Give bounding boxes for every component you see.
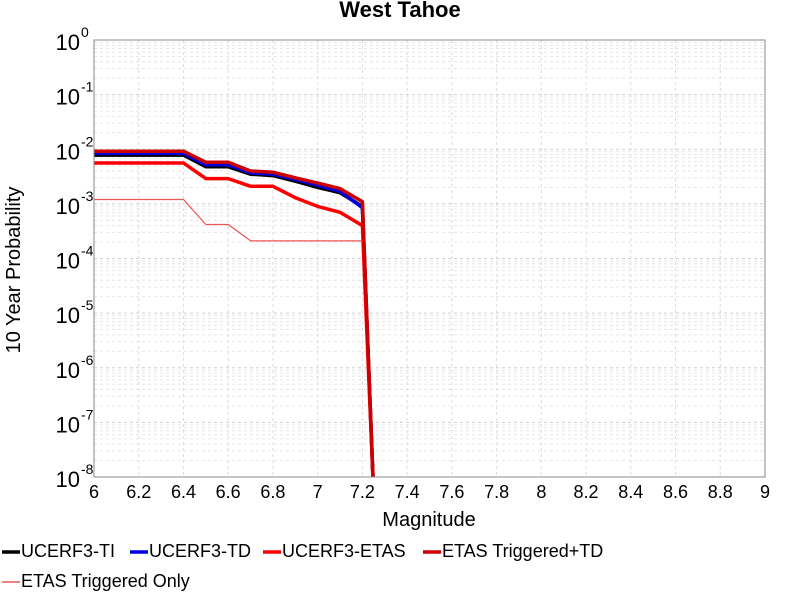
x-tick-label: 7.8 <box>484 482 509 502</box>
series-line-ucerf3-etas <box>94 161 375 477</box>
y-tick-exponent: -2 <box>81 133 94 149</box>
x-tick-label: 8 <box>536 482 546 502</box>
y-tick-label: 10 -1 <box>56 79 94 110</box>
y-tick-base: 10 <box>56 85 80 110</box>
legend: UCERF3-TI UCERF3-TD UCERF3-ETAS ETAS Trigge… <box>2 541 603 591</box>
x-axis-label: Magnitude <box>382 509 475 531</box>
x-tick-label: 7 <box>313 482 323 502</box>
y-tick-base: 10 <box>56 249 80 274</box>
y-tick-label: 10 -2 <box>56 133 94 164</box>
legend-item: ETAS Triggered+TD <box>423 541 603 561</box>
x-tick-label: 6.6 <box>216 482 241 502</box>
x-tick-label: 7.6 <box>439 482 464 502</box>
y-tick-base: 10 <box>56 358 80 383</box>
y-tick-base: 10 <box>56 412 80 437</box>
y-tick-exponent: -8 <box>81 461 94 477</box>
x-tick-labels: 6 6.2 6.4 6.6 6.8 7 7.2 7.4 7.6 7.8 8 8.2 8.4 8.6 8.8 9 <box>89 482 770 502</box>
legend-label: ETAS Triggered+TD <box>442 541 603 561</box>
y-tick-base: 10 <box>56 303 80 328</box>
series-line-etas-triggered-only <box>94 198 363 242</box>
y-tick-label: 10 -3 <box>56 188 94 219</box>
y-tick-label: 10 -8 <box>56 461 94 492</box>
y-tick-base: 10 <box>56 467 80 492</box>
x-tick-label: 7.4 <box>395 482 420 502</box>
y-tick-exponent: 0 <box>81 24 89 40</box>
x-tick-label: 8.2 <box>574 482 599 502</box>
series-layer <box>94 149 375 477</box>
y-tick-base: 10 <box>56 194 80 219</box>
y-tick-label: 10 -6 <box>56 352 94 383</box>
y-tick-base: 10 <box>56 139 80 164</box>
y-tick-label: 10 -7 <box>56 406 94 437</box>
legend-item: UCERF3-ETAS <box>263 541 406 561</box>
legend-item: UCERF3-TI <box>2 541 115 561</box>
y-tick-exponent: -3 <box>81 188 94 204</box>
series-line-ucerf3-td <box>94 151 375 477</box>
x-tick-label: 8.8 <box>708 482 733 502</box>
series-line-etas-triggered-td <box>94 149 375 477</box>
x-tick-label: 6.2 <box>126 482 151 502</box>
legend-label: UCERF3-TD <box>149 541 251 561</box>
y-tick-exponent: -5 <box>81 297 94 313</box>
legend-label: UCERF3-TI <box>21 541 115 561</box>
chart-title: West Tahoe <box>339 0 460 22</box>
x-tick-label: 8.4 <box>618 482 643 502</box>
y-tick-exponent: -1 <box>81 79 94 95</box>
y-tick-exponent: -7 <box>81 406 94 422</box>
y-tick-exponent: -4 <box>81 243 94 259</box>
plot-frame <box>93 39 766 478</box>
x-tick-label: 6 <box>89 482 99 502</box>
y-tick-exponent: -6 <box>81 352 94 368</box>
legend-item: ETAS Triggered Only <box>2 571 190 591</box>
legend-label: ETAS Triggered Only <box>21 571 190 591</box>
x-tick-label: 9 <box>760 482 770 502</box>
legend-item: UCERF3-TD <box>130 541 251 561</box>
y-tick-label: 10 -5 <box>56 297 94 328</box>
x-tick-label: 6.4 <box>171 482 196 502</box>
y-tick-base: 10 <box>56 30 80 55</box>
x-tick-label: 8.6 <box>663 482 688 502</box>
y-axis-label: 10 Year Probability <box>3 187 25 354</box>
y-tick-label: 10 -4 <box>56 243 94 274</box>
x-tick-label: 7.2 <box>350 482 375 502</box>
x-tick-label: 6.8 <box>260 482 285 502</box>
legend-label: UCERF3-ETAS <box>282 541 406 561</box>
y-tick-label: 10 0 <box>56 24 89 55</box>
